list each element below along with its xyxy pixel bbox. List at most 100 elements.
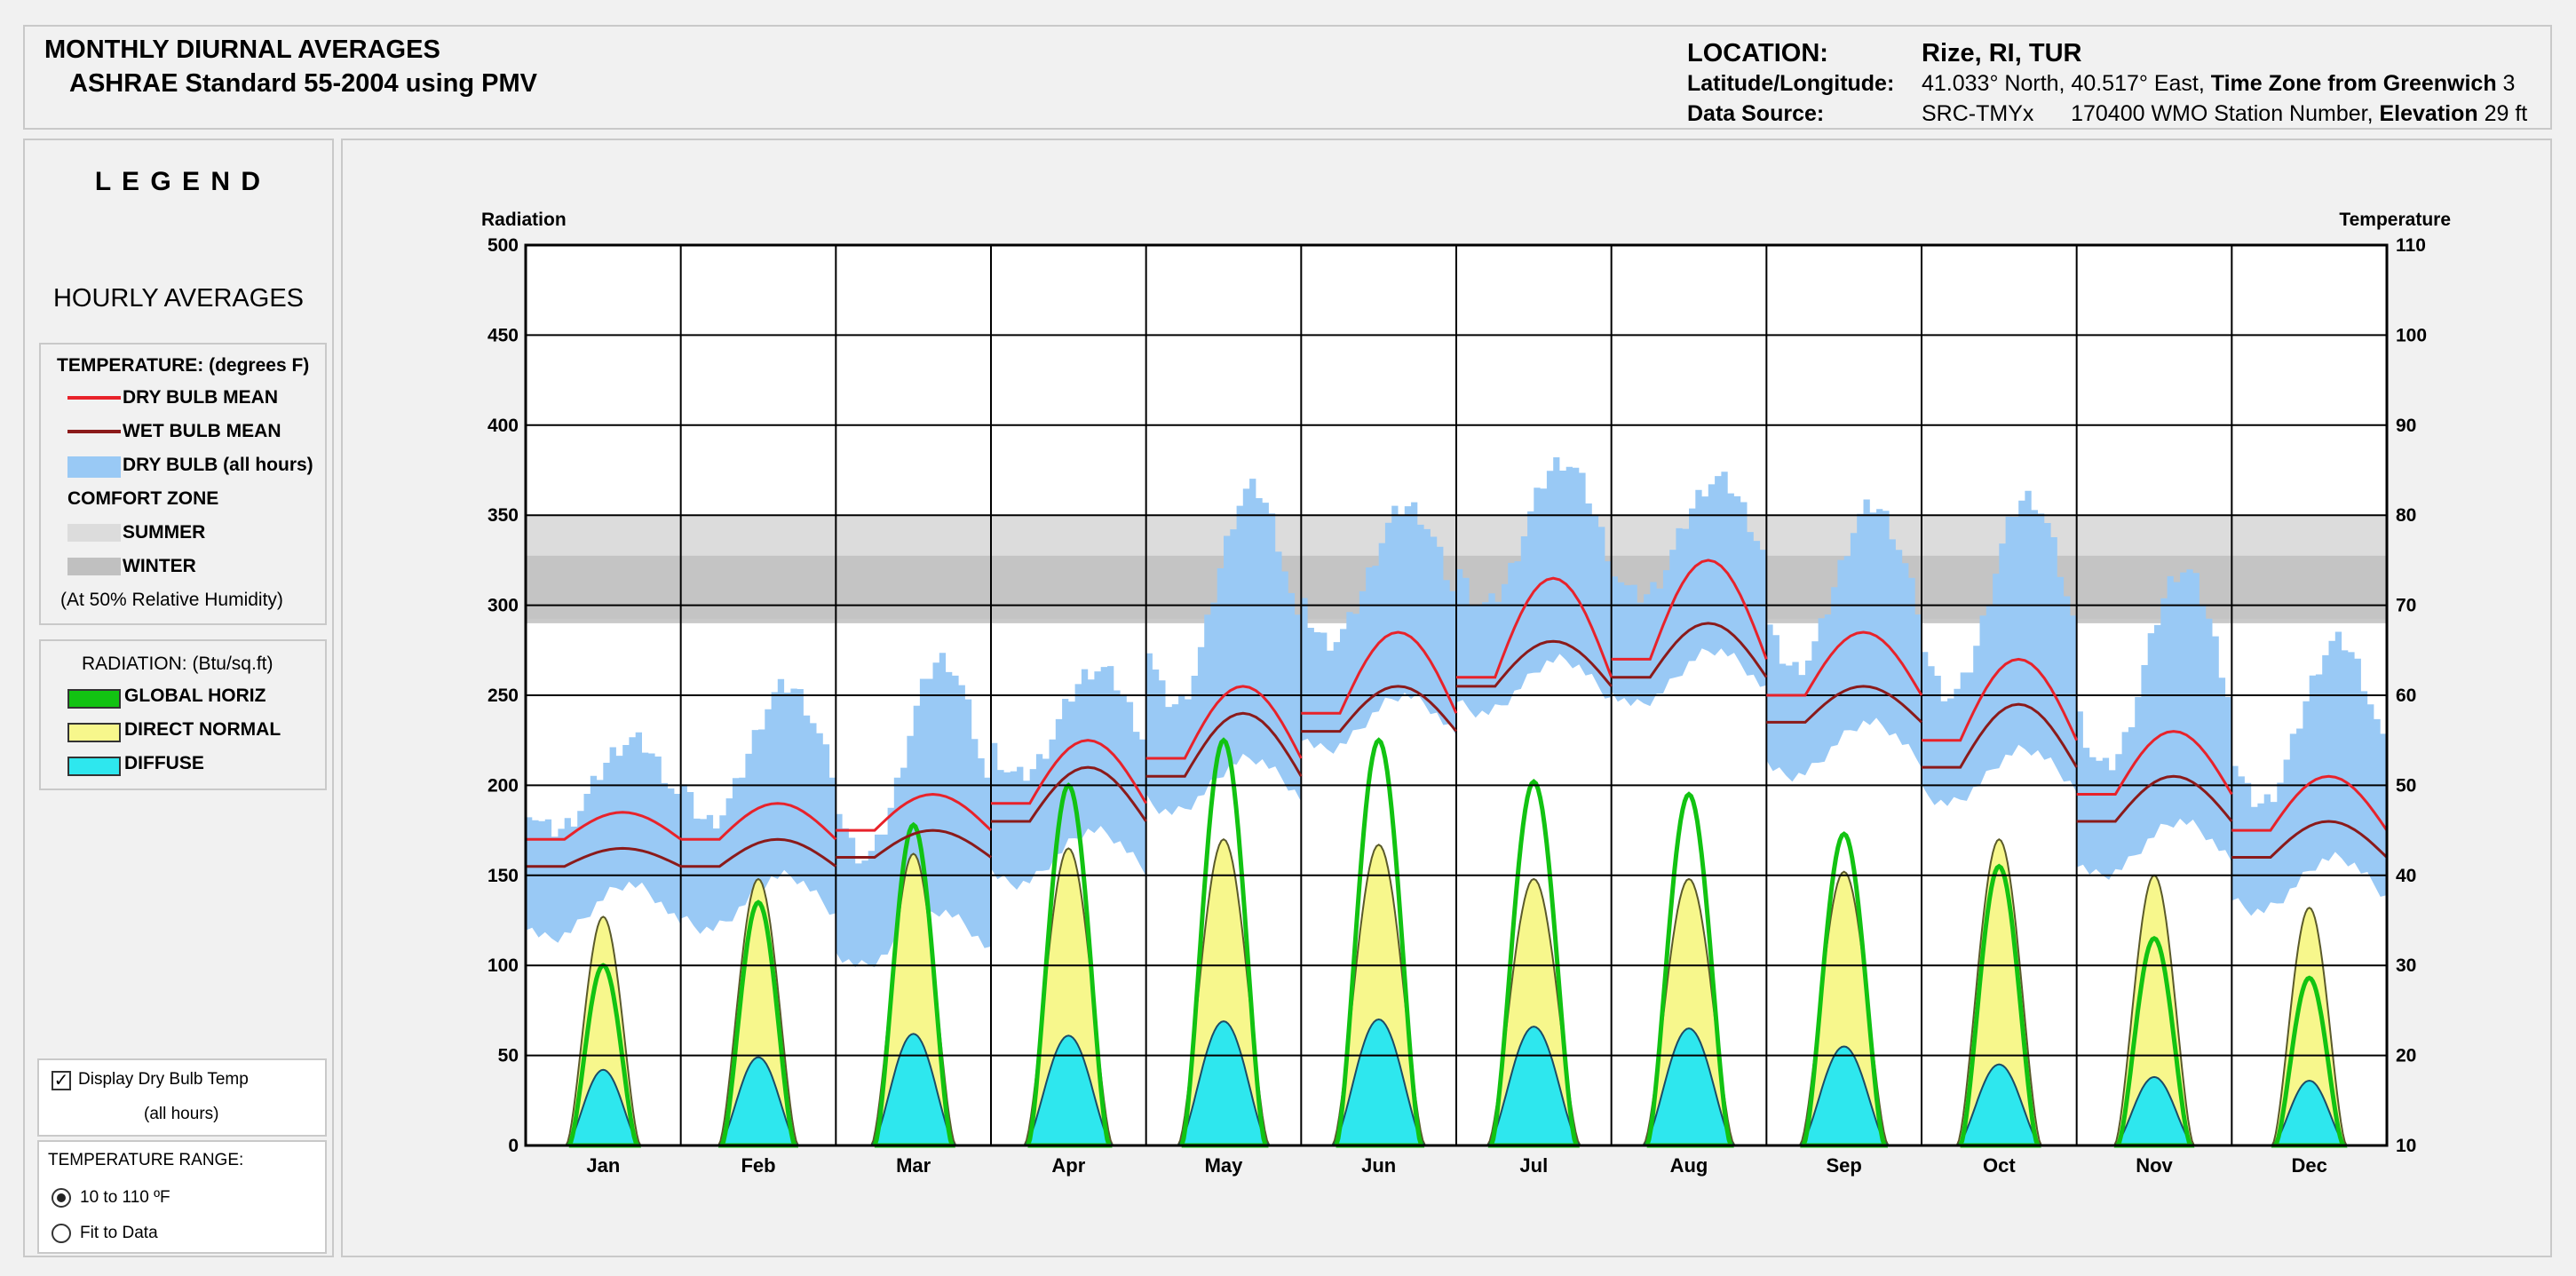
direct-normal-label: DIRECT NORMAL [124, 719, 281, 740]
left-tick-label: 200 [487, 775, 519, 796]
right-tick-label: 80 [2396, 505, 2416, 526]
global-horiz-jun [1334, 737, 1425, 1148]
global-horiz-swatch [67, 689, 121, 709]
wet-bulb-mean-jan [526, 846, 682, 868]
right-tick-label: 50 [2396, 775, 2416, 796]
range-10-110-label: 10 to 110 ºF [80, 1188, 170, 1207]
global-horiz-jul [1487, 778, 1580, 1148]
header-panel: MONTHLY DIURNAL AVERAGES ASHRAE Standard… [23, 25, 2552, 130]
station-value: 170400 WMO Station Number, [2071, 101, 2374, 126]
left-tick-label: 50 [498, 1046, 519, 1066]
month-label-apr: Apr [1051, 1154, 1085, 1177]
left-tick-label: 350 [487, 505, 519, 526]
right-tick-label: 110 [2396, 235, 2426, 256]
temperature-range-label: TEMPERATURE RANGE: [48, 1151, 244, 1169]
range-10-110-radio[interactable] [52, 1188, 71, 1208]
dry-bulb-mean-aug [1611, 559, 1768, 661]
dry-bulb-mean-dec [2231, 774, 2389, 832]
month-label-dec: Dec [2291, 1154, 2326, 1177]
dry-bulb-mean-jul [1456, 576, 1613, 679]
range-fit-radio[interactable] [52, 1224, 71, 1243]
wet-bulb-mean-nov [2076, 774, 2233, 823]
dry-bulb-band-aug [1611, 472, 1767, 707]
latlon-value: 41.033° North, 40.517° East, [1922, 71, 2205, 96]
diffuse-oct [1954, 1063, 2045, 1146]
legend-title: L E G E N D [94, 167, 263, 196]
left-axis-label: Radiation [481, 210, 567, 230]
timezone-value: 3 [2502, 71, 2516, 96]
wet-bulb-mean-mar [836, 828, 992, 859]
wet-bulb-mean-dec [2231, 820, 2389, 859]
dry-bulb-mean-label: DRY BULB MEAN [123, 387, 279, 408]
dry-bulb-band-nov [2076, 569, 2232, 880]
month-label-jun: Jun [1361, 1154, 1396, 1177]
right-tick-label: 40 [2396, 866, 2416, 886]
global-horiz-feb [717, 900, 799, 1148]
winter-label: WINTER [123, 556, 196, 576]
rh-note: (At 50% Relative Humidity) [60, 590, 283, 610]
timezone-label: Time Zone from Greenwich [2210, 71, 2497, 96]
dry-bulb-mean-jan [526, 811, 682, 841]
global-horiz-may [1179, 737, 1269, 1148]
dry-bulb-band-may [1145, 479, 1302, 815]
direct-normal-oct [1955, 837, 2043, 1146]
wet-bulb-mean-jun [1301, 685, 1458, 733]
month-label-nov: Nov [2136, 1154, 2173, 1177]
range-fit-label: Fit to Data [80, 1224, 158, 1242]
dry-bulb-all-label: DRY BULB (all hours) [123, 455, 313, 475]
direct-normal-feb [717, 877, 800, 1146]
diffuse-aug [1640, 1027, 1738, 1146]
diurnal-chart: Jan Feb Mar Apr May Jun Jul Aug Sep Oct Nov Dec 0 50 1… [481, 210, 2451, 1177]
right-tick-label: 70 [2396, 596, 2416, 616]
month-label-aug: Aug [1670, 1154, 1708, 1177]
wet-bulb-mean-sep [1766, 685, 1923, 724]
right-tick-label: 20 [2396, 1046, 2416, 1066]
dry-bulb-mean-jun [1301, 630, 1458, 715]
dry-bulb-mean-may [1145, 685, 1303, 760]
chart-subtitle: ASHRAE Standard 55-2004 using PMV [69, 69, 537, 98]
source-value: SRC-TMYx [1922, 101, 2034, 126]
right-tick-label: 60 [2396, 686, 2416, 706]
wet-bulb-mean-label: WET BULB MEAN [123, 421, 281, 441]
temperature-range-box: TEMPERATURE RANGE: 10 to 110 ºF Fit to D… [37, 1140, 327, 1254]
left-tick-label: 500 [487, 235, 519, 256]
latlon-row: 41.033° North, 40.517° East, Time Zone f… [1922, 71, 2515, 97]
wet-bulb-mean-apr [991, 765, 1147, 823]
diffuse-mar [870, 1033, 958, 1146]
direct-normal-dec [2271, 907, 2349, 1146]
diffuse-apr [1023, 1034, 1115, 1146]
global-horiz-nov [2113, 935, 2195, 1148]
dry-bulb-band-jul [1456, 457, 1612, 718]
dry-bulb-mean-feb [680, 802, 837, 841]
summer-label: SUMMER [123, 522, 206, 543]
diffuse-sep [1796, 1045, 1891, 1146]
location-value: Rize, RI, TUR [1922, 39, 2082, 67]
display-dry-bulb-checkbox[interactable]: ✓ [52, 1071, 71, 1090]
month-label-may: May [1205, 1154, 1244, 1177]
dry-bulb-mean-apr [991, 739, 1147, 805]
left-tick-label: 150 [487, 866, 519, 886]
chart-panel: Jan Feb Mar Apr May Jun Jul Aug Sep Oct Nov Dec 0 50 1… [341, 139, 2552, 1257]
radiation-legend-box: RADIATION: (Btu/sq.ft) GLOBAL HORIZ DIRE… [39, 639, 327, 790]
left-tick-label: 250 [487, 686, 519, 706]
wet-bulb-mean-swatch [67, 430, 121, 433]
diffuse-jan [563, 1068, 644, 1146]
diffuse-may [1175, 1020, 1272, 1146]
diffuse-swatch [67, 757, 121, 776]
dry-bulb-mean-swatch [67, 396, 121, 400]
wet-bulb-mean-oct [1922, 702, 2078, 769]
wet-bulb-mean-may [1145, 711, 1303, 778]
temp-legend-header: TEMPERATURE: (degrees F) [57, 355, 310, 376]
diffuse-feb [716, 1056, 801, 1146]
plot-frame [524, 243, 2389, 1147]
wet-bulb-mean-aug [1611, 622, 1768, 679]
dry-bulb-mean-mar [836, 792, 993, 832]
wet-bulb-mean-feb [680, 837, 837, 868]
temperature-legend-box: TEMPERATURE: (degrees F) DRY BULB MEAN W… [39, 343, 327, 625]
month-label-oct: Oct [1983, 1154, 2016, 1177]
chart-title: MONTHLY DIURNAL AVERAGES [44, 36, 440, 64]
latlon-label: Latitude/Longitude: [1687, 71, 1895, 96]
display-dry-bulb-sublabel: (all hours) [144, 1105, 219, 1123]
diffuse-jul [1485, 1026, 1583, 1146]
left-tick-label: 0 [508, 1136, 519, 1156]
